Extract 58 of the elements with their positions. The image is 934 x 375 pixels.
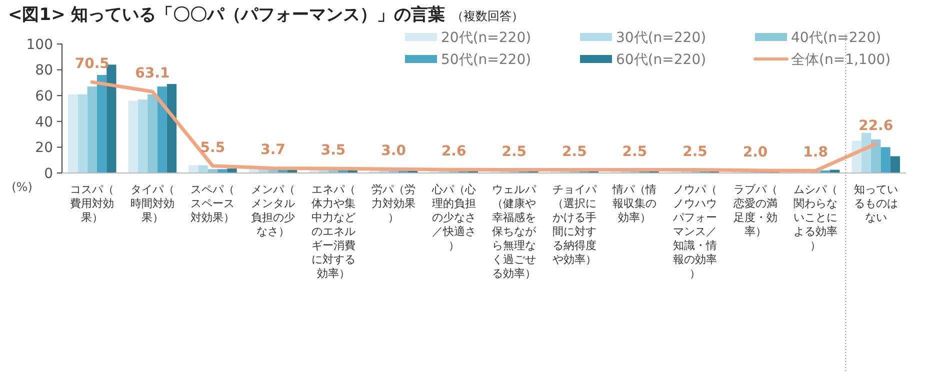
y-tick-label: 80	[35, 62, 53, 79]
data-label: 3.5	[320, 142, 346, 158]
legend-label: 60代(n=220)	[616, 52, 706, 68]
data-label: 2.5	[562, 144, 587, 160]
bar	[128, 100, 138, 173]
chart-subtitle: （複数回答）	[451, 9, 524, 23]
y-tick-label: 100	[26, 36, 53, 53]
x-tick-label: ウェルパ（健康や幸福感を保ちながら無理なく過ごせる効率）	[492, 183, 538, 280]
legend-label: 20代(n=220)	[441, 30, 532, 46]
bar	[148, 94, 158, 173]
y-tick-label: 0	[44, 166, 53, 182]
x-tick-label: エネパ（体力や集中力などのエネルギー消費に対する効率）	[311, 183, 356, 280]
legend-label: 30代(n=220)	[616, 30, 706, 46]
x-tick-label: ムシパ（関わらないことによる効率）	[794, 183, 838, 252]
bar	[68, 94, 78, 173]
data-label: 2.5	[622, 144, 648, 160]
data-label: 3.7	[260, 142, 286, 158]
x-tick-label: ラブパ（恋愛の満足度・効率）	[732, 183, 778, 238]
data-label: 5.5	[200, 140, 226, 156]
chart-title: <図1> 知っている「〇〇パ（パフォーマンス）」の言葉	[8, 5, 446, 25]
y-tick-label: 20	[35, 140, 53, 156]
data-label: 70.5	[74, 56, 110, 72]
bar	[166, 84, 177, 173]
x-tick-label: コスパ（費用対効果）	[70, 183, 114, 224]
bar	[890, 156, 900, 173]
legend-label: 全体(n=1,100)	[791, 52, 891, 68]
bar	[871, 139, 881, 173]
bar	[138, 99, 148, 173]
bar	[880, 147, 890, 173]
bar	[106, 64, 116, 173]
bar	[87, 86, 97, 173]
x-tick-label: スペパ（スペース対効果）	[190, 183, 235, 224]
bar	[96, 74, 107, 173]
data-label: 22.6	[858, 118, 894, 134]
x-tick-label: 情パ（情報収集の効率）	[612, 183, 657, 224]
data-label: 3.0	[381, 143, 406, 160]
data-label: 2.5	[682, 144, 708, 160]
data-label: 2.0	[742, 144, 768, 160]
legend-label: 50代(n=220)	[441, 52, 532, 68]
y-axis-title: (%)	[12, 180, 32, 194]
x-tick-label: ノウパ（ノウハウパフォーマンス／知識・情報の効率）	[672, 183, 717, 280]
bar	[78, 94, 88, 173]
x-tick-label: タイパ（時間対効果）	[130, 183, 174, 224]
data-label: 63.1	[135, 66, 170, 82]
y-tick-label: 60	[35, 88, 53, 104]
legend-label: 40代(n=220)	[791, 30, 882, 46]
bar	[157, 86, 167, 173]
data-label: 2.5	[502, 144, 527, 160]
bar	[227, 168, 237, 173]
x-tick-label: 知っているものはない	[854, 183, 898, 224]
x-tick-label: 労パ（労力対効果）	[372, 183, 416, 224]
y-tick-label: 40	[35, 114, 53, 130]
data-label: 1.8	[803, 144, 828, 161]
x-tick-label: 心パ（心理的負担の少なさ／快適さ）	[430, 183, 476, 252]
x-tick-label: チョイパ（選択にかける手間に対する納得度や効率）	[552, 183, 598, 266]
data-label: 2.6	[441, 144, 466, 160]
x-tick-label: メンパ（メンタル負担の少なさ）	[251, 183, 295, 238]
bar	[198, 165, 208, 173]
